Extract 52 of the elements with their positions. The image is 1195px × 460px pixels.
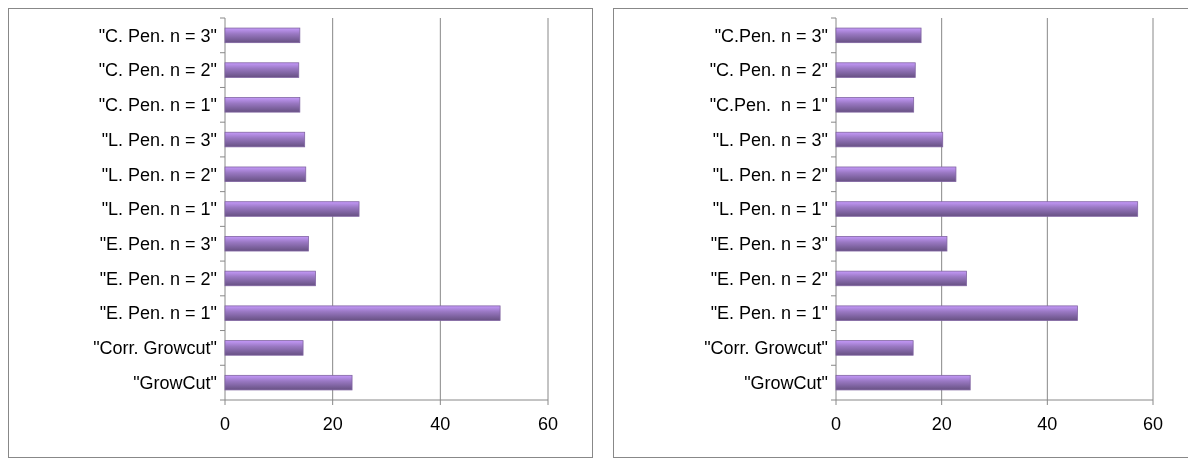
y-tick-label: "E. Pen. n = 2": [99, 268, 217, 289]
bar: [224, 201, 360, 217]
y-tick-label: "E. Pen. n = 3": [710, 234, 828, 255]
x-tick-label: 40: [430, 414, 451, 434]
y-tick-label: "L. Pen. n = 3": [101, 129, 217, 150]
bar: [224, 27, 301, 44]
y-tick-label: "GrowCut": [133, 372, 217, 393]
y-tick-label: "E. Pen. n = 2": [710, 268, 828, 289]
y-tick-label: "E. Pen. n = 1": [710, 303, 828, 324]
x-tick-label: 20: [322, 414, 343, 434]
y-tick-label: "Corr. Growcut": [93, 338, 217, 359]
x-tick-label: 40: [1037, 414, 1058, 434]
x-tick-label: 60: [1142, 414, 1164, 434]
bar: [835, 340, 914, 356]
bar: [835, 27, 922, 44]
bar: [224, 236, 309, 252]
bar: [224, 270, 316, 287]
bar: [224, 374, 353, 391]
bar: [224, 131, 306, 148]
bar: [835, 374, 971, 391]
y-tick-label: "Corr. Growcut": [704, 338, 828, 359]
x-tick-label: 0: [219, 414, 231, 434]
y-tick-label: "GrowCut": [744, 372, 828, 393]
y-tick-label: "L. Pen. n = 2": [712, 164, 828, 185]
bar: [835, 62, 916, 78]
bar: [835, 270, 967, 287]
bar: [224, 340, 304, 356]
y-tick-label: "C.Pen. n = 1": [709, 95, 828, 116]
bar: [835, 166, 957, 182]
y-tick-label: "E. Pen. n = 3": [99, 234, 217, 255]
y-tick-label: "L. Pen. n = 3": [712, 129, 828, 150]
bar: [224, 62, 300, 78]
x-tick-label: 0: [830, 414, 842, 434]
y-tick-label: "L. Pen. n = 1": [101, 199, 217, 220]
bar: [835, 305, 1078, 321]
y-tick-label: "C. Pen. n = 1": [98, 95, 217, 116]
y-tick-label: "E. Pen. n = 1": [99, 303, 217, 324]
y-tick-label: "C. Pen. n = 3": [98, 25, 217, 46]
bar: [224, 97, 301, 113]
x-tick-label: 60: [537, 414, 559, 434]
bar: [835, 97, 915, 113]
y-tick-label: "C. Pen. n = 2": [98, 60, 217, 81]
bar: [224, 166, 307, 182]
bar: [835, 201, 1139, 217]
bar: [224, 305, 501, 321]
y-tick-label: "C.Pen. n = 3": [714, 25, 828, 46]
bar: [835, 236, 948, 252]
y-tick-label: "L. Pen. n = 1": [712, 199, 828, 220]
bar: [835, 131, 944, 148]
y-tick-label: "L. Pen. n = 2": [101, 164, 217, 185]
y-tick-label: "C. Pen. n = 2": [709, 60, 828, 81]
x-tick-label: 20: [931, 414, 952, 434]
